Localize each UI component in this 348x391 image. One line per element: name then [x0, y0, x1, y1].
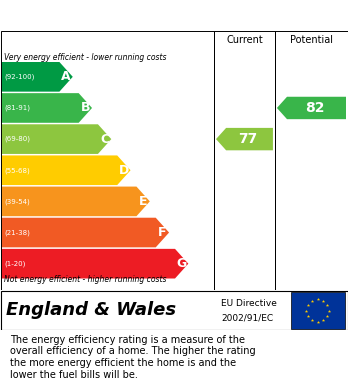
Text: England & Wales: England & Wales	[6, 301, 176, 319]
Text: 2002/91/EC: 2002/91/EC	[221, 314, 273, 323]
Bar	[291, 292, 345, 329]
Text: 77: 77	[238, 132, 257, 146]
Text: (92-100): (92-100)	[4, 74, 34, 80]
Text: (21-38): (21-38)	[4, 229, 30, 236]
Text: (55-68): (55-68)	[4, 167, 30, 174]
Text: Energy Efficiency Rating: Energy Efficiency Rating	[7, 7, 217, 23]
Text: B: B	[81, 101, 90, 115]
Text: D: D	[119, 164, 129, 177]
Polygon shape	[1, 93, 92, 123]
Text: Current: Current	[226, 35, 263, 45]
Polygon shape	[1, 187, 150, 216]
Text: F: F	[158, 226, 167, 239]
Text: E: E	[139, 195, 148, 208]
Text: (1-20): (1-20)	[4, 260, 25, 267]
Polygon shape	[1, 124, 111, 154]
Polygon shape	[277, 97, 346, 119]
Bar	[275, 30, 348, 289]
Bar	[214, 30, 275, 289]
Bar	[0, 30, 214, 289]
Text: C: C	[100, 133, 109, 145]
Text: (69-80): (69-80)	[4, 136, 30, 142]
Polygon shape	[1, 249, 188, 278]
Text: (39-54): (39-54)	[4, 198, 30, 204]
Polygon shape	[1, 62, 73, 91]
Text: 82: 82	[305, 101, 324, 115]
Text: A: A	[61, 70, 71, 83]
Polygon shape	[1, 156, 130, 185]
Text: The energy efficiency rating is a measure of the
overall efficiency of a home. T: The energy efficiency rating is a measur…	[10, 335, 256, 380]
Polygon shape	[1, 218, 169, 248]
Polygon shape	[216, 128, 273, 150]
Text: Very energy efficient - lower running costs: Very energy efficient - lower running co…	[4, 53, 166, 62]
Text: Not energy efficient - higher running costs: Not energy efficient - higher running co…	[4, 276, 166, 285]
Text: EU Directive: EU Directive	[221, 300, 277, 308]
Text: (81-91): (81-91)	[4, 105, 30, 111]
Text: Potential: Potential	[290, 35, 333, 45]
Text: G: G	[176, 257, 187, 270]
